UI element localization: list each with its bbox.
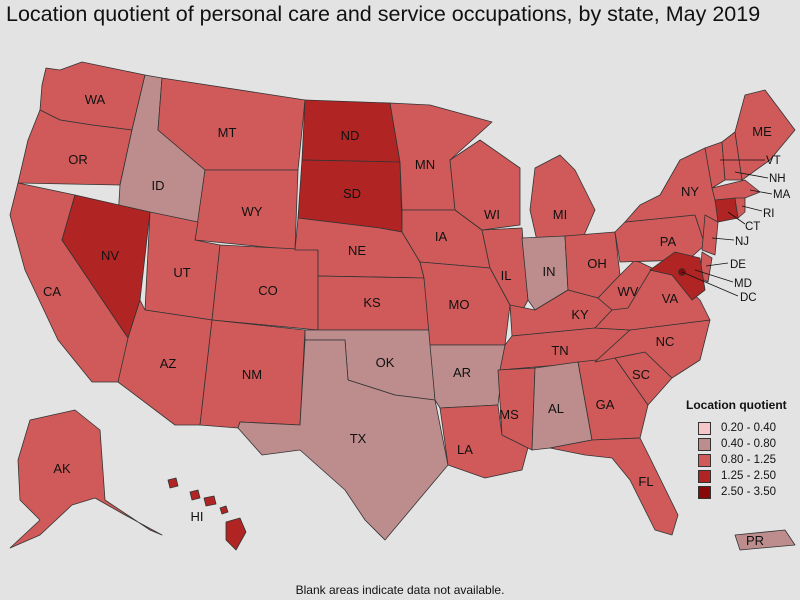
state-ct	[714, 197, 739, 223]
legend-item: 2.50 - 3.50	[686, 484, 798, 500]
label-ms: MS	[499, 407, 519, 422]
label-tn: TN	[551, 343, 568, 358]
label-nv: NV	[101, 248, 119, 263]
legend-label: 2.50 - 3.50	[721, 486, 776, 498]
label-mt: MT	[218, 125, 237, 140]
legend-swatch	[698, 437, 711, 451]
state-pr	[734, 529, 796, 551]
state-hi	[167, 477, 247, 551]
state-ri	[734, 197, 746, 219]
label-ca: CA	[43, 284, 61, 299]
label-wa: WA	[85, 92, 106, 107]
label-id: ID	[152, 178, 165, 193]
label-la: LA	[457, 442, 473, 457]
state-wv	[597, 259, 653, 311]
label-fl: FL	[638, 474, 653, 489]
map-title: Location quotient of personal care and s…	[6, 2, 761, 26]
state-tx	[237, 339, 449, 541]
legend-item: 0.40 - 0.80	[686, 436, 798, 452]
label-nc: NC	[656, 334, 675, 349]
label-ia: IA	[435, 229, 448, 244]
label-ut: UT	[173, 265, 190, 280]
label-ny: NY	[681, 184, 699, 199]
label-mo: MO	[449, 297, 470, 312]
state-ak	[9, 409, 163, 549]
state-me	[734, 89, 796, 181]
label-mi: MI	[553, 207, 567, 222]
legend-swatch	[698, 421, 711, 435]
label-va: VA	[662, 291, 679, 306]
state-md	[649, 251, 706, 301]
state-mi	[529, 154, 596, 246]
label-wi: WI	[484, 207, 500, 222]
legend-title: Location quotient	[686, 398, 787, 412]
label-wy: WY	[242, 204, 263, 219]
label-vt: VT	[766, 155, 781, 167]
label-ok: OK	[376, 355, 395, 370]
legend-item: 1.25 - 2.50	[686, 468, 798, 484]
label-ne: NE	[348, 243, 366, 258]
label-sc: SC	[632, 367, 650, 382]
label-ri: RI	[763, 208, 775, 220]
label-nh: NH	[769, 173, 786, 185]
label-il: IL	[501, 268, 512, 283]
label-tx: TX	[350, 431, 367, 446]
label-wv: WV	[618, 284, 639, 299]
label-az: AZ	[160, 356, 177, 371]
legend-swatch	[698, 453, 711, 467]
label-ky: KY	[571, 307, 589, 322]
label-ma: MA	[773, 189, 791, 201]
label-dc: DC	[740, 292, 757, 304]
legend-label: 0.40 - 0.80	[721, 438, 776, 450]
label-or: OR	[68, 152, 88, 167]
state-fl	[549, 437, 679, 536]
legend-swatch	[698, 485, 711, 499]
legend-label: 1.25 - 2.50	[721, 470, 776, 482]
label-co: CO	[258, 283, 278, 298]
label-ar: AR	[453, 365, 471, 380]
label-al: AL	[548, 401, 564, 416]
state-ma	[711, 179, 761, 201]
label-pa: PA	[660, 234, 677, 249]
label-de: DE	[730, 259, 746, 271]
label-mn: MN	[415, 157, 435, 172]
label-md: MD	[734, 278, 752, 290]
legend-item: 0.20 - 0.40	[686, 420, 798, 436]
state-la	[439, 404, 531, 479]
label-pr: PR	[746, 533, 764, 548]
footnote: Blank areas indicate data not available.	[295, 583, 505, 597]
state-nj	[701, 214, 719, 256]
state-labels: WA OR CA ID NV MT WY UT AZ CO NM ND SD N…	[43, 92, 772, 489]
label-ks: KS	[363, 295, 381, 310]
label-nm: NM	[242, 367, 262, 382]
label-me: ME	[752, 124, 772, 139]
label-nd: ND	[341, 128, 360, 143]
label-ak: AK	[53, 461, 71, 476]
legend-label: 0.20 - 0.40	[721, 422, 776, 434]
label-sd: SD	[343, 186, 361, 201]
state-wi	[449, 139, 521, 231]
legend-item: 0.80 - 1.25	[686, 452, 798, 468]
label-hi: HI	[191, 509, 204, 524]
legend-label: 0.80 - 1.25	[721, 454, 776, 466]
legend: Location quotient 0.20 - 0.40 0.40 - 0.8…	[686, 398, 798, 500]
label-in: IN	[543, 264, 556, 279]
label-nj: NJ	[735, 236, 749, 248]
label-ga: GA	[596, 397, 615, 412]
leader-labels: VT NH MA RI CT NJ DE MD DC	[681, 155, 791, 304]
label-oh: OH	[587, 256, 607, 271]
label-ct: CT	[745, 221, 760, 233]
legend-swatch	[698, 469, 711, 483]
